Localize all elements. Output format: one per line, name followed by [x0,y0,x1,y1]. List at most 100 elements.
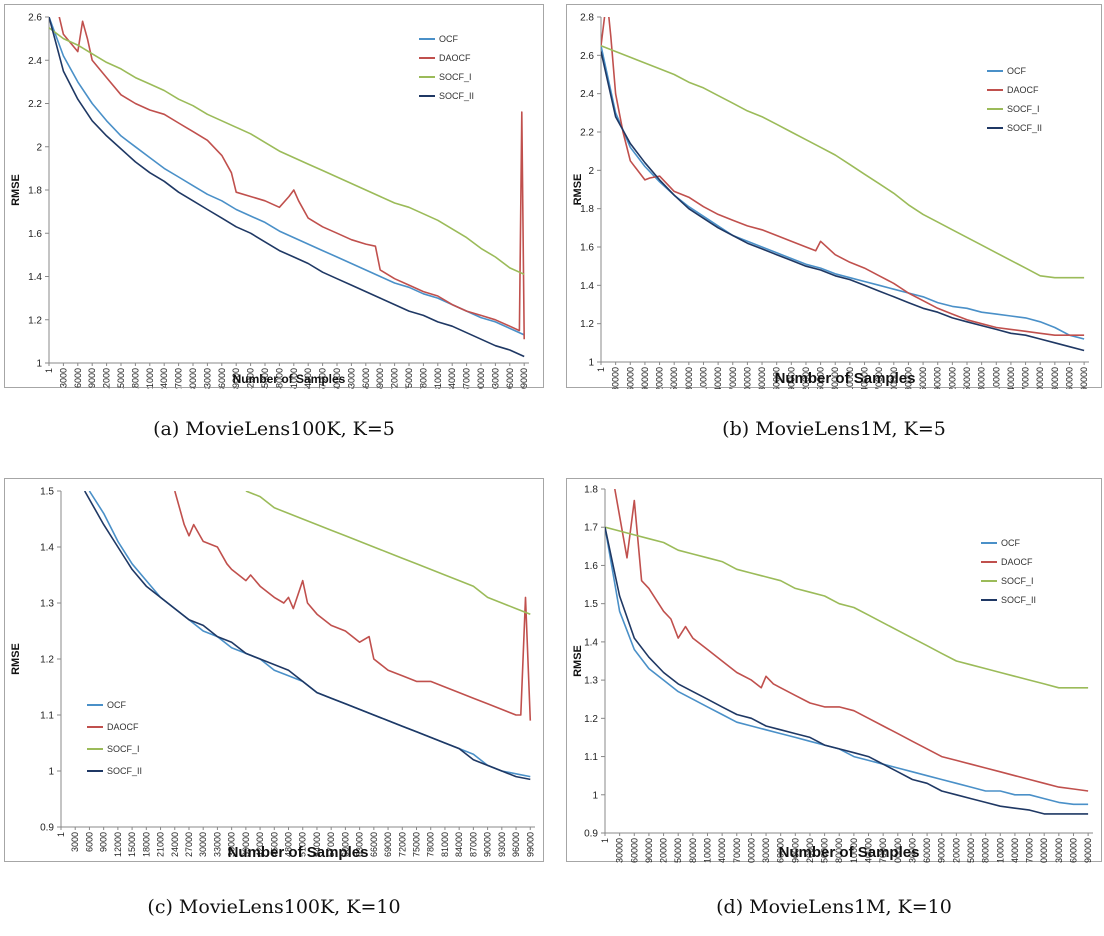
chart-panel-a: 1 1.2 1.4 1.6 1.8 2 2.2 2.4 2.6 1 3000 6000 9000 1200… [4,4,544,389]
x-tick-label: 510000 [845,367,855,389]
x-tick-label: 1 [44,368,54,373]
x-tick-label: 360000 [776,838,786,863]
y-tick-label: 1.8 [28,186,42,197]
y-tick-label: 1.8 [584,485,598,496]
x-tick-label: 90000 [476,368,486,389]
x-tick-label: 96000 [511,832,521,857]
chart-c: 0.911.11.21.31.41.51 3000 6000 9000 12000 150… [10,487,535,862]
y-tick-label: 1.4 [28,272,42,283]
y-tick-label: 1.4 [580,281,594,292]
series-line-daocf [601,17,1085,337]
x-tick-label: 90000 [483,832,493,857]
x-tick-label: 15000 [116,368,126,389]
y-tick-label: 1.3 [584,676,598,687]
caption-a: (a) MovieLens100K, K=5 [153,418,395,440]
y-axis-label: RMSE [572,645,584,677]
x-tick-label: 810000 [991,367,1001,389]
x-tick-label: 120000 [659,838,669,863]
y-tick-label: 2 [588,166,594,177]
y-tick-label: 1.6 [580,243,594,254]
x-tick-label: 150000 [673,838,683,863]
y-tick-label: 2 [36,142,42,153]
x-tick-label: 660000 [922,838,932,863]
x-tick-label: 3000 [70,832,80,852]
y-tick-label: 2.6 [28,13,42,24]
y-tick-label: 1.5 [584,599,598,610]
x-tick-label: 900000 [1039,838,1049,863]
x-tick-label: 390000 [790,838,800,863]
legend-label: SOCF_II [439,91,474,101]
x-tick-label: 720000 [947,367,957,389]
x-tick-label: 990000 [1079,367,1089,389]
legend-label: OCF [1007,66,1027,76]
x-tick-label: 9000 [87,368,97,388]
x-tick-label: 42000 [255,832,265,857]
y-tick-label: 1 [48,767,54,778]
x-axis-label: Number of Samples [779,844,920,861]
y-tick-label: 0.9 [584,829,598,840]
x-tick-label: 420000 [801,367,811,389]
x-tick-label: 180000 [684,367,694,389]
x-tick-label: 480000 [830,367,840,389]
x-tick-label: 300000 [742,367,752,389]
x-tick-label: 840000 [1006,367,1016,389]
x-tick-label: 480000 [834,838,844,863]
x-tick-label: 18000 [130,368,140,389]
legend-label: DAOCF [107,722,139,732]
x-tick-label: 270000 [732,838,742,863]
x-tick-label: 51000 [298,832,308,857]
x-tick-label: 90000 [640,367,650,389]
x-tick-label: 330000 [761,838,771,863]
x-tick-label: 1 [600,838,610,843]
x-tick-label: 57000 [326,832,336,857]
x-tick-label: 15000 [127,832,137,857]
x-tick-label: 540000 [860,367,870,389]
x-tick-label: 870000 [1025,838,1035,863]
x-tick-label: 300000 [746,838,756,863]
x-tick-label: 30000 [198,832,208,857]
y-tick-label: 1.5 [40,487,54,498]
x-tick-label: 540000 [864,838,874,863]
x-tick-label: 630000 [903,367,913,389]
y-tick-label: 2.2 [28,99,42,110]
x-tick-label: 930000 [1050,367,1060,389]
caption-b: (b) MovieLens1M, K=5 [722,418,946,440]
x-tick-label: 69000 [375,368,385,389]
legend-label: OCF [107,700,127,710]
y-tick-label: 2.4 [28,56,42,67]
x-tick-label: 450000 [816,367,826,389]
legend-label: OCF [439,34,459,44]
x-tick-label: 510000 [849,838,859,863]
x-tick-label: 66000 [361,368,371,389]
x-tick-label: 3000 [58,368,68,388]
x-tick-label: 81000 [440,832,450,857]
series-line-ocf [605,527,1089,806]
x-tick-label: 840000 [1010,838,1020,863]
x-tick-label: 63000 [346,368,356,389]
x-tick-label: 57000 [318,368,328,389]
legend-label: DAOCF [439,53,471,63]
y-tick-label: 1.2 [584,714,598,725]
x-tick-label: 930000 [1054,838,1064,863]
x-tick-label: 960000 [1068,838,1078,863]
x-tick-label: 54000 [312,832,322,857]
x-tick-label: 120000 [655,367,665,389]
x-tick-label: 780000 [977,367,987,389]
x-tick-label: 24000 [170,832,180,857]
chart-panel-b: 1 1.2 1.4 1.6 1.8 2 2.2 2.4 2.6 2.8 1 30000 60000 900… [566,4,1102,389]
x-tick-label: 63000 [355,832,365,857]
x-tick-label: 60000 [629,838,639,863]
y-tick-label: 2.8 [580,13,594,24]
x-tick-label: 84000 [447,368,457,389]
x-tick-label: 72000 [397,832,407,857]
x-tick-label: 96000 [505,368,515,389]
x-tick-label: 870000 [1021,367,1031,389]
x-tick-label: 39000 [241,832,251,857]
x-tick-label: 87000 [462,368,472,389]
x-tick-label: 93000 [497,832,507,857]
x-tick-label: 84000 [454,832,464,857]
x-tick-label: 390000 [786,367,796,389]
x-tick-label: 450000 [820,838,830,863]
x-tick-label: 660000 [918,367,928,389]
y-tick-label: 1.2 [580,319,594,330]
